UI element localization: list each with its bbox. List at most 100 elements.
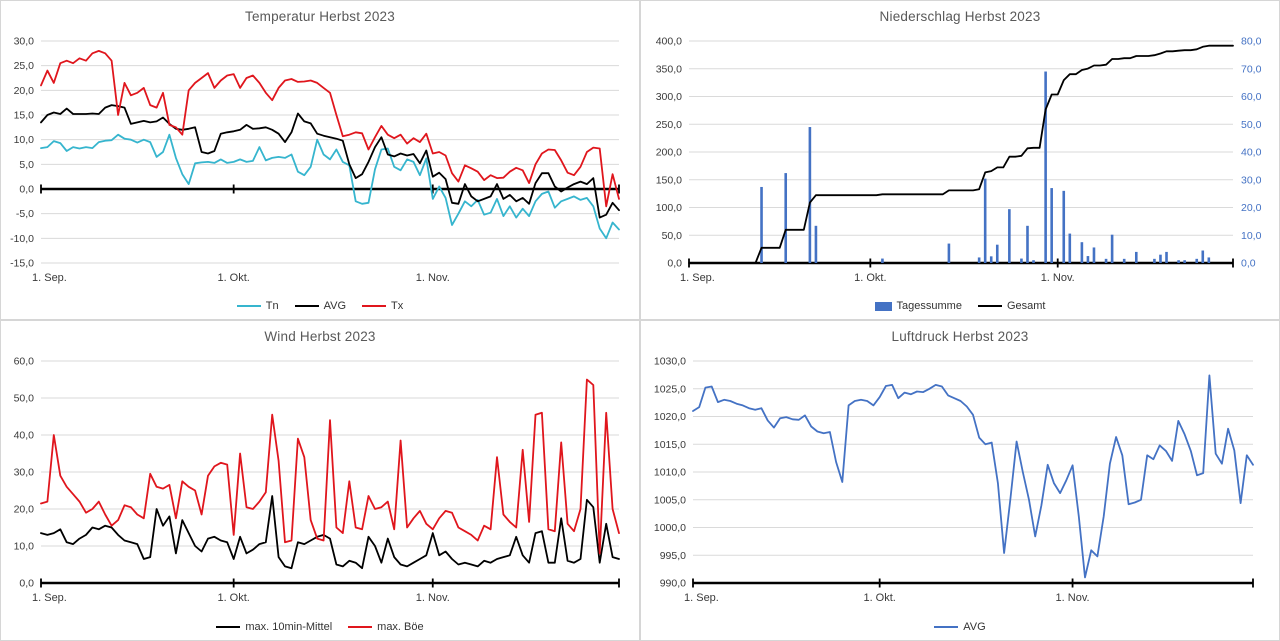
series-line-AVG: [40, 104, 620, 219]
y-axis-label: 0,0: [19, 184, 34, 196]
precipitation-bar: [1195, 258, 1199, 263]
y-axis-label: 30,0: [14, 36, 35, 48]
legend-item: Gesamt: [977, 300, 1046, 312]
x-axis-label: 1. Nov.: [1056, 592, 1090, 604]
series-line-max. Böe: [40, 378, 620, 555]
x-axis-label: 1. Okt.: [863, 592, 895, 604]
legend-label: Tn: [265, 300, 279, 312]
pressure-plot: 990,0 995,0 1000,0 1005,0 1010,0 1015,0 1020,0…: [654, 356, 1254, 604]
chart-panel-temperature: Temperatur Herbst 2023 -15,0 -10,0 -5,0 0,0…: [0, 0, 640, 320]
y-axis-label: 30,0: [14, 467, 35, 479]
series-line-max. 10min-Mittel: [40, 495, 620, 570]
y2-axis-label: 30,0: [1241, 174, 1262, 186]
precipitation-bar: [760, 186, 763, 263]
y2-axis-label: 70,0: [1241, 63, 1262, 75]
y2-axis-label: 60,0: [1241, 91, 1262, 103]
y-axis-label: 1020,0: [654, 411, 686, 423]
x-axis-label: 1. Okt.: [217, 592, 249, 604]
precipitation-bar: [1165, 251, 1168, 263]
legend-label: AVG: [323, 300, 347, 312]
legend-item: Tx: [362, 300, 403, 312]
legend-swatch: [934, 625, 959, 629]
x-axis-label: 1. Okt.: [217, 272, 249, 284]
series-line-Gesamt: [688, 44, 1234, 264]
precipitation-bar: [784, 173, 788, 263]
x-axis-label: 1. Sep.: [32, 592, 67, 604]
chart-title-pressure: Luftdruck Herbst 2023: [891, 329, 1029, 344]
y-axis-label: 1025,0: [654, 383, 686, 395]
legend-label: Gesamt: [1006, 300, 1046, 312]
x-axis-label: 1. Sep.: [684, 592, 719, 604]
y-axis-label: 300,0: [656, 91, 682, 103]
y-axis-label: 5,0: [19, 159, 34, 171]
precipitation-bar: [983, 178, 987, 263]
precipitation-bar: [1068, 233, 1072, 263]
legend-label: Tx: [391, 300, 404, 312]
legend-swatch: [216, 625, 241, 629]
x-axis-label: 1. Sep.: [32, 272, 67, 284]
precipitation-bar: [977, 257, 981, 263]
legend-item: Tn: [236, 300, 279, 312]
precipitation-bar: [1026, 225, 1029, 263]
series-line-AVG: [692, 374, 1254, 579]
chart-panel-pressure: Luftdruck Herbst 2023 990,0 995,0 1000,0 10…: [640, 320, 1280, 641]
precipitation-bar: [814, 225, 818, 263]
precipitation-bar: [1062, 190, 1066, 263]
precipitation-bar: [1008, 209, 1011, 263]
precipitation-bar: [1153, 258, 1156, 263]
precipitation-bar: [1032, 260, 1035, 263]
y-axis-label: 990,0: [660, 578, 686, 590]
y-axis-label: 0,0: [667, 258, 682, 270]
precipitation-legend: Tagessumme Gesamt: [641, 300, 1279, 312]
precipitation-bar: [1177, 260, 1180, 263]
legend-swatch: [362, 304, 387, 308]
y-axis-label: 20,0: [14, 85, 35, 97]
legend-label: Tagessumme: [896, 300, 962, 312]
precipitation-bar: [1159, 254, 1162, 263]
y2-axis-label: 80,0: [1241, 36, 1262, 48]
chart-panel-wind: Wind Herbst 2023 0,0 10,0 20,0 30,0 40,0 50,0…: [0, 320, 640, 641]
y-axis-label: 0,0: [19, 578, 34, 590]
y-axis-label: 350,0: [656, 63, 682, 75]
precipitation-bar: [1122, 258, 1126, 263]
y-axis-label: 50,0: [14, 393, 35, 405]
legend-swatch: [294, 304, 319, 308]
precipitation-bar: [881, 258, 884, 263]
legend-swatch: [236, 304, 261, 308]
series-line-Tn: [40, 133, 620, 240]
series-line-Tx: [40, 50, 620, 208]
wind-legend: max. 10min-Mittel max. Böe: [1, 621, 639, 633]
legend-swatch: [874, 301, 892, 311]
precipitation-bar: [1110, 234, 1114, 263]
x-axis-label: 1. Okt.: [854, 272, 886, 284]
precipitation-bar: [1104, 258, 1108, 263]
precipitation-bar: [1020, 258, 1023, 263]
y-axis-label: 40,0: [14, 430, 35, 442]
chart-title-wind: Wind Herbst 2023: [264, 329, 376, 344]
precipitation-bar: [1092, 247, 1096, 263]
y-axis-label: 20,0: [14, 504, 35, 516]
pressure-legend: AVG: [641, 621, 1279, 633]
temperature-legend: Tn AVG Tx: [1, 300, 639, 312]
y-axis-label: 150,0: [656, 174, 682, 186]
precipitation-plot: 0,0 50,0 100,0 150,0 200,0 250,0 300,0 350,0 400…: [656, 36, 1262, 285]
y-axis-label: 400,0: [656, 36, 682, 48]
precipitation-bar: [947, 243, 951, 263]
legend-label: max. Böe: [377, 621, 424, 633]
chart-title-precipitation: Niederschlag Herbst 2023: [879, 9, 1041, 24]
y-axis-label: 1010,0: [654, 467, 686, 479]
y-axis-label: -15,0: [10, 258, 34, 270]
y-axis-label: 1000,0: [654, 522, 686, 534]
y-axis-label: 100,0: [656, 202, 682, 214]
y-axis-label: -5,0: [16, 208, 34, 220]
y-axis-label: 25,0: [14, 60, 35, 72]
legend-label: max. 10min-Mittel: [245, 621, 333, 633]
y-axis-label: 995,0: [660, 550, 686, 562]
chart-title-temperature: Temperatur Herbst 2023: [245, 9, 395, 24]
x-axis-label: 1. Nov.: [416, 592, 450, 604]
y-axis-label: 10,0: [14, 541, 35, 553]
precipitation-bar: [1183, 260, 1186, 263]
precipitation-bar: [808, 127, 812, 264]
y-axis-label: 1030,0: [654, 356, 686, 368]
y-axis-label: 10,0: [14, 134, 35, 146]
